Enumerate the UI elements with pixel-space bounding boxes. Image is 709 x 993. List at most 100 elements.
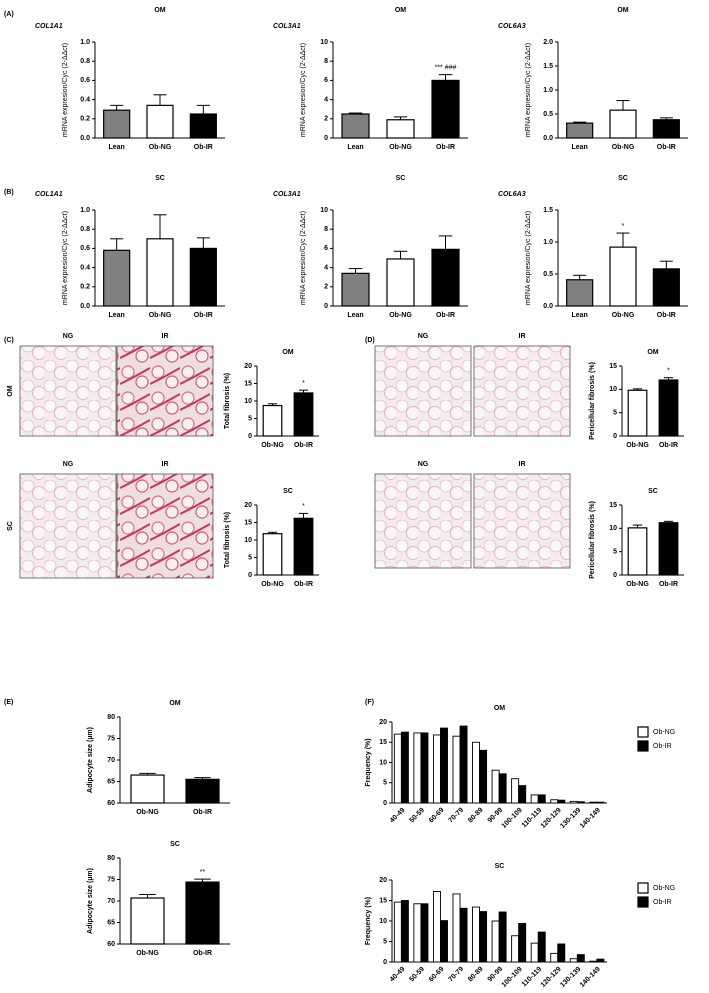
y-tick-label: 65	[107, 919, 115, 926]
panel-label: (D)	[365, 337, 375, 344]
y-axis-label: Frequency (%)	[365, 738, 372, 786]
y-axis-label: Frequency (%)	[365, 897, 372, 945]
bar	[589, 960, 598, 963]
y-axis-label: Pericellular fibrosis (%)	[589, 362, 596, 440]
y-tick-label: 0	[613, 572, 617, 579]
y-tick-label: 8	[324, 226, 328, 233]
x-tick-label: Lean	[108, 312, 124, 319]
bar	[498, 773, 507, 804]
micrograph	[374, 473, 472, 569]
y-tick-label: 0	[383, 959, 387, 966]
micrograph	[19, 345, 117, 437]
chart-title: OM	[395, 7, 406, 14]
bar	[386, 258, 415, 307]
y-tick-label: 4	[324, 96, 328, 103]
significance: *	[667, 368, 670, 375]
x-tick-label: Ob-IR	[194, 312, 213, 319]
bar	[550, 952, 559, 963]
x-tick-label: Ob-NG	[612, 312, 635, 319]
x-tick-label: 70-79	[448, 966, 466, 984]
bar	[185, 881, 220, 945]
y-tick-label: 10	[320, 39, 328, 46]
column-label: NG	[63, 461, 74, 468]
chart-title: SC	[170, 841, 180, 848]
x-tick-label: Ob-IR	[657, 144, 676, 151]
x-tick-label: Ob-IR	[436, 312, 455, 319]
bar	[293, 517, 314, 576]
chart-title: SC	[618, 175, 628, 182]
y-tick-label: 0.2	[80, 116, 90, 123]
x-tick-label: Ob-IR	[193, 809, 212, 816]
x-tick-label: 60-69	[428, 807, 446, 825]
x-tick-label: Ob-IR	[436, 144, 455, 151]
x-tick-label: Ob-NG	[136, 950, 159, 957]
x-tick-label: 70-79	[448, 807, 466, 825]
bar	[431, 79, 460, 139]
legend-swatch	[637, 896, 649, 908]
micrograph	[473, 473, 571, 569]
chart-title: SC	[648, 488, 658, 495]
y-tick-label: 0	[248, 572, 252, 579]
bar	[596, 958, 605, 963]
column-label: NG	[63, 333, 74, 340]
bar	[400, 900, 409, 963]
y-tick-label: 2	[324, 284, 328, 291]
y-tick-label: 15	[379, 739, 387, 746]
y-tick-label: 10	[320, 207, 328, 214]
y-axis-label: mRNA expresion/Cyc (2-ΔΔct)	[62, 211, 69, 305]
y-tick-label: 0.6	[80, 245, 90, 252]
panel-label: (E)	[4, 699, 13, 706]
bar	[511, 778, 520, 804]
x-tick-label: Ob-NG	[136, 809, 159, 816]
chart-title: OM	[169, 700, 180, 707]
x-tick-label: 60-69	[428, 966, 446, 984]
bar	[341, 272, 370, 307]
y-tick-label: 1.0	[80, 39, 90, 46]
bar	[479, 911, 488, 963]
bar	[189, 113, 217, 139]
chart-title: OM	[282, 349, 293, 356]
x-tick-label: Ob-NG	[389, 144, 412, 151]
y-tick-label: 6	[324, 77, 328, 84]
y-tick-label: 10	[244, 398, 252, 405]
bar	[432, 734, 441, 804]
chart-title: OM	[647, 349, 658, 356]
legend-swatch	[637, 740, 649, 752]
x-tick-label: 100-109	[501, 966, 524, 989]
x-tick-label: Ob-NG	[261, 442, 284, 449]
gene-label: COL1A1	[35, 23, 63, 30]
x-tick-label: 40-49	[389, 966, 407, 984]
chart-title: SC	[495, 863, 505, 870]
x-tick-label: Ob-NG	[149, 312, 172, 319]
bar	[627, 389, 648, 437]
y-axis-label: Adipocyte size (µm)	[87, 727, 94, 793]
bar	[146, 238, 174, 307]
bar	[576, 801, 585, 804]
micrograph	[19, 473, 117, 579]
legend-label: Ob-IR	[653, 743, 672, 750]
y-tick-label: 0.4	[80, 96, 90, 103]
chart-title: OM	[494, 705, 505, 712]
significance: *	[302, 503, 305, 510]
y-tick-label: 2.0	[543, 39, 553, 46]
bar	[130, 897, 165, 945]
x-tick-label: 40-49	[389, 807, 407, 825]
x-tick-label: Ob-IR	[193, 950, 212, 957]
bar	[498, 911, 507, 963]
bar	[491, 769, 500, 804]
legend-swatch	[637, 882, 649, 894]
bar	[537, 794, 546, 804]
legend-swatch	[637, 726, 649, 738]
x-tick-label: Ob-NG	[149, 144, 172, 151]
bar	[596, 801, 605, 804]
y-tick-label: 5	[248, 415, 252, 422]
y-tick-label: 5	[613, 410, 617, 417]
x-tick-label: Ob-NG	[612, 144, 635, 151]
y-tick-label: 1.5	[543, 207, 553, 214]
y-tick-label: 10	[609, 525, 617, 532]
bar	[185, 778, 220, 804]
bar	[440, 727, 448, 804]
panel-label: (F)	[365, 699, 374, 706]
bar	[452, 735, 461, 804]
